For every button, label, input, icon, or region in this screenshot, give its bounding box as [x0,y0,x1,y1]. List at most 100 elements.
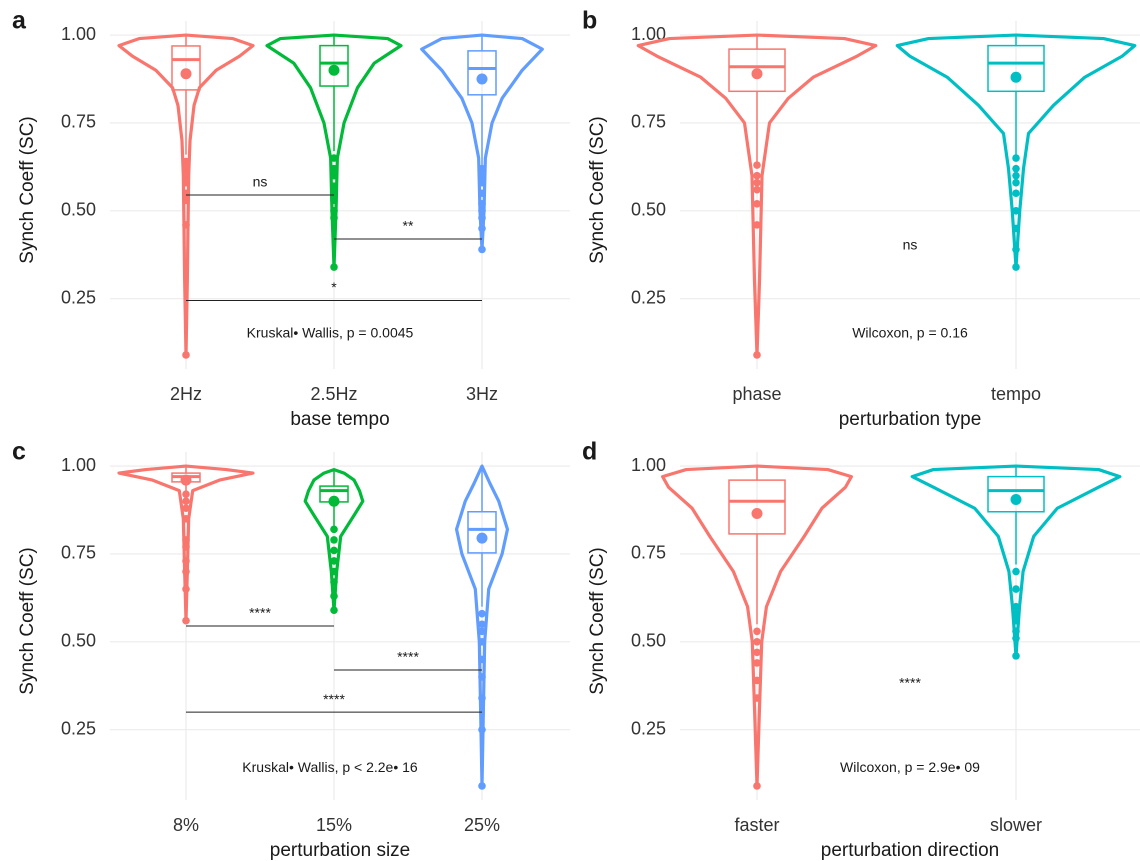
bracket-label: **** [249,605,271,621]
x-axis-title: perturbation direction [821,840,1000,861]
outlier [478,189,486,198]
x-tick-label: 25% [464,815,500,835]
y-axis-title: Synch Coeff (SC) [17,116,38,263]
mean [1010,493,1022,505]
y-axis-title: Synch Coeff (SC) [587,547,608,694]
x-tick-label: 15% [316,815,352,835]
outlier [330,536,338,544]
outlier [478,725,486,734]
bracket-label: ns [253,174,268,190]
y-tick-label: 0.25 [61,718,96,738]
outlier [1012,224,1020,233]
outlier [330,182,338,191]
outlier [753,638,761,646]
y-tick-label: 1.00 [631,24,666,44]
outlier [753,694,761,702]
outlier [182,585,190,593]
outlier [1012,164,1020,173]
outlier [753,351,761,359]
mean [751,68,763,80]
box [171,45,201,91]
outlier [182,616,190,625]
annotation: **** [899,675,921,691]
outlier [1012,602,1020,611]
outlier [478,627,486,636]
x-tick-label: phase [732,384,781,404]
outlier [182,497,190,506]
x-tick-label: slower [990,815,1042,835]
outlier [753,171,761,180]
panel-label: c [12,438,26,466]
outlier [753,178,761,187]
mean [751,508,763,520]
mean [476,532,488,544]
outlier [478,207,486,215]
annotation: Wilcoxon, p = 0.16 [852,325,968,341]
y-tick-label: 1.00 [631,455,666,475]
y-axis-title: Synch Coeff (SC) [587,116,608,263]
y-tick-label: 0.50 [61,200,96,220]
bracket-label: **** [397,649,419,665]
outlier [753,676,761,685]
outlier [753,648,761,657]
outlier [182,557,190,565]
outlier [330,171,338,180]
box [987,44,1045,93]
outlier [478,673,486,681]
mean [328,495,340,507]
box [467,511,497,554]
y-tick-label: 0.50 [631,200,666,220]
outlier [478,620,486,629]
outlier [330,263,338,271]
outlier [753,199,761,208]
outlier [182,164,190,173]
bracket-label: ** [403,218,414,234]
outlier [478,638,486,646]
x-axis-title: perturbation size [270,840,410,861]
outlier [182,196,190,205]
outlier [1012,609,1020,618]
outlier [330,207,338,215]
violin [420,33,544,252]
outlier [1012,263,1020,271]
outlier [753,659,761,667]
outlier [478,178,486,187]
outlier [182,536,190,544]
outlier [1012,207,1020,215]
outlier [1012,652,1020,660]
outlier [182,171,190,180]
outlier [478,609,486,618]
outlier [1012,627,1020,636]
outlier [1012,616,1020,625]
outlier [330,189,338,198]
y-tick-label: 0.50 [61,631,96,651]
outlier [753,782,761,790]
outlier [753,185,761,194]
outlier [1012,189,1020,198]
violin [895,33,1137,269]
y-tick-label: 0.25 [61,287,96,307]
outlier [1012,154,1020,162]
outlier [182,567,190,576]
outlier [1012,634,1020,643]
box [987,475,1045,513]
annotation: Kruskal• Wallis, p < 2.2e• 16 [242,759,418,775]
box [319,44,349,87]
outlier [330,546,338,555]
outlier [478,164,486,173]
box [728,479,786,535]
y-axis-title: Synch Coeff (SC) [17,547,38,694]
outlier [478,782,486,790]
bracket-label: * [331,279,337,295]
outlier [330,164,338,173]
y-tick-label: 1.00 [61,455,96,475]
outlier [478,655,486,664]
outlier [182,178,190,187]
outlier [330,154,338,162]
outlier [1012,171,1020,180]
outlier [182,543,190,551]
x-axis-title: base tempo [290,409,389,430]
outlier [330,578,338,586]
x-tick-label: 3Hz [466,384,498,404]
y-tick-label: 1.00 [61,24,96,44]
